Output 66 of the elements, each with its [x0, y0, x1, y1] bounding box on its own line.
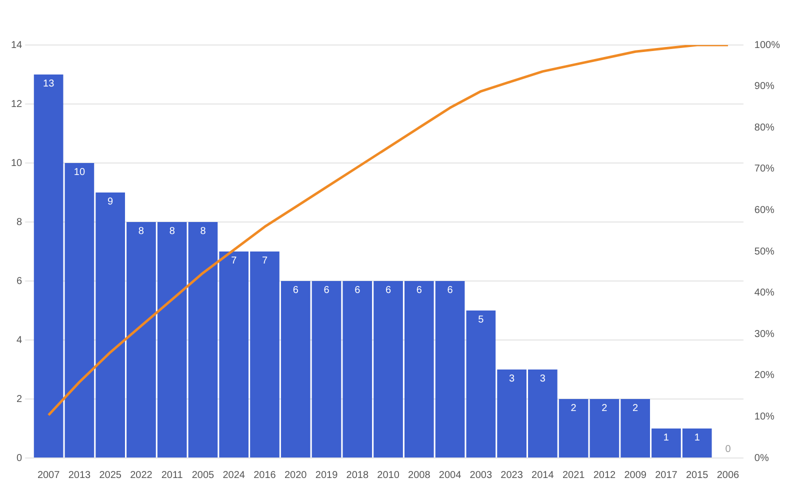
y-tick-label: 12 [11, 98, 23, 110]
x-tick-label: 2019 [315, 470, 338, 481]
x-tick-label: 2020 [284, 470, 308, 481]
x-tick-label: 2025 [99, 470, 122, 481]
data-label: 10 [74, 166, 86, 178]
x-tick-label: 2011 [161, 470, 184, 481]
x-tick-label: 2015 [686, 470, 709, 481]
data-label: 7 [231, 255, 238, 266]
y2-tick-label: 40% [754, 288, 775, 299]
data-label: 7 [262, 255, 268, 266]
y2-tick-label: 70% [754, 164, 775, 175]
data-label: 1 [694, 432, 700, 444]
x-tick-label: 2005 [192, 470, 215, 481]
y2-tick-label: 60% [754, 204, 775, 216]
y2-tick-label: 90% [754, 81, 775, 92]
x-tick-label: 2007 [37, 470, 60, 481]
x-tick-label: 2018 [346, 470, 369, 481]
data-label: 8 [169, 226, 176, 237]
y2-tick-label: 80% [754, 122, 775, 134]
y-tick-label: 2 [16, 394, 23, 405]
x-tick-label: 2013 [68, 470, 92, 481]
x-tick-label: 2024 [222, 470, 246, 481]
x-tick-label: 2009 [624, 470, 647, 481]
y-tick-label: 4 [16, 334, 23, 346]
data-label: 8 [138, 226, 144, 237]
x-tick-label: 2004 [438, 470, 462, 481]
x-tick-label: 2021 [562, 470, 586, 481]
data-label: 2 [570, 402, 577, 414]
y-tick-label: 14 [11, 40, 23, 51]
y2-tick-label: 0% [754, 452, 769, 464]
x-tick-label: 2012 [593, 470, 616, 481]
data-label: 13 [43, 78, 55, 90]
data-label: 6 [354, 284, 361, 296]
x-tick-label: 2017 [655, 470, 678, 481]
x-tick-label: 2022 [130, 470, 153, 481]
data-label: 5 [478, 314, 484, 326]
x-tick-label: 2010 [377, 470, 400, 481]
y2-tick-label: 50% [754, 246, 775, 258]
data-label: 8 [200, 226, 206, 237]
y-tick-label: 0 [16, 452, 23, 464]
x-tick-label: 2003 [470, 470, 492, 481]
data-label: 2 [602, 402, 608, 414]
data-label: 3 [540, 373, 546, 384]
data-label: 6 [447, 284, 454, 296]
data-label: 6 [385, 284, 392, 296]
x-tick-label: 2006 [716, 470, 740, 481]
y2-tick-label: 20% [754, 370, 775, 382]
data-label: 6 [324, 284, 330, 296]
y2-tick-label: 100% [754, 40, 780, 51]
y-tick-label: 8 [16, 216, 23, 228]
x-tick-label: 2014 [532, 470, 554, 481]
data-label: 0 [725, 444, 732, 455]
data-label: 6 [292, 284, 299, 296]
y-tick-label: 10 [11, 158, 23, 169]
x-tick-label: 2023 [500, 470, 524, 481]
data-label: 3 [509, 373, 516, 384]
x-tick-label: 2016 [254, 470, 276, 481]
data-label: 6 [416, 284, 422, 296]
data-label: 9 [108, 196, 114, 208]
x-tick-label: 2008 [408, 470, 431, 481]
bar [34, 74, 64, 458]
data-label: 1 [663, 432, 670, 444]
y2-tick-label: 30% [754, 328, 775, 340]
y-tick-label: 6 [16, 276, 23, 287]
y2-tick-label: 10% [754, 411, 775, 422]
data-label: 2 [632, 402, 639, 414]
